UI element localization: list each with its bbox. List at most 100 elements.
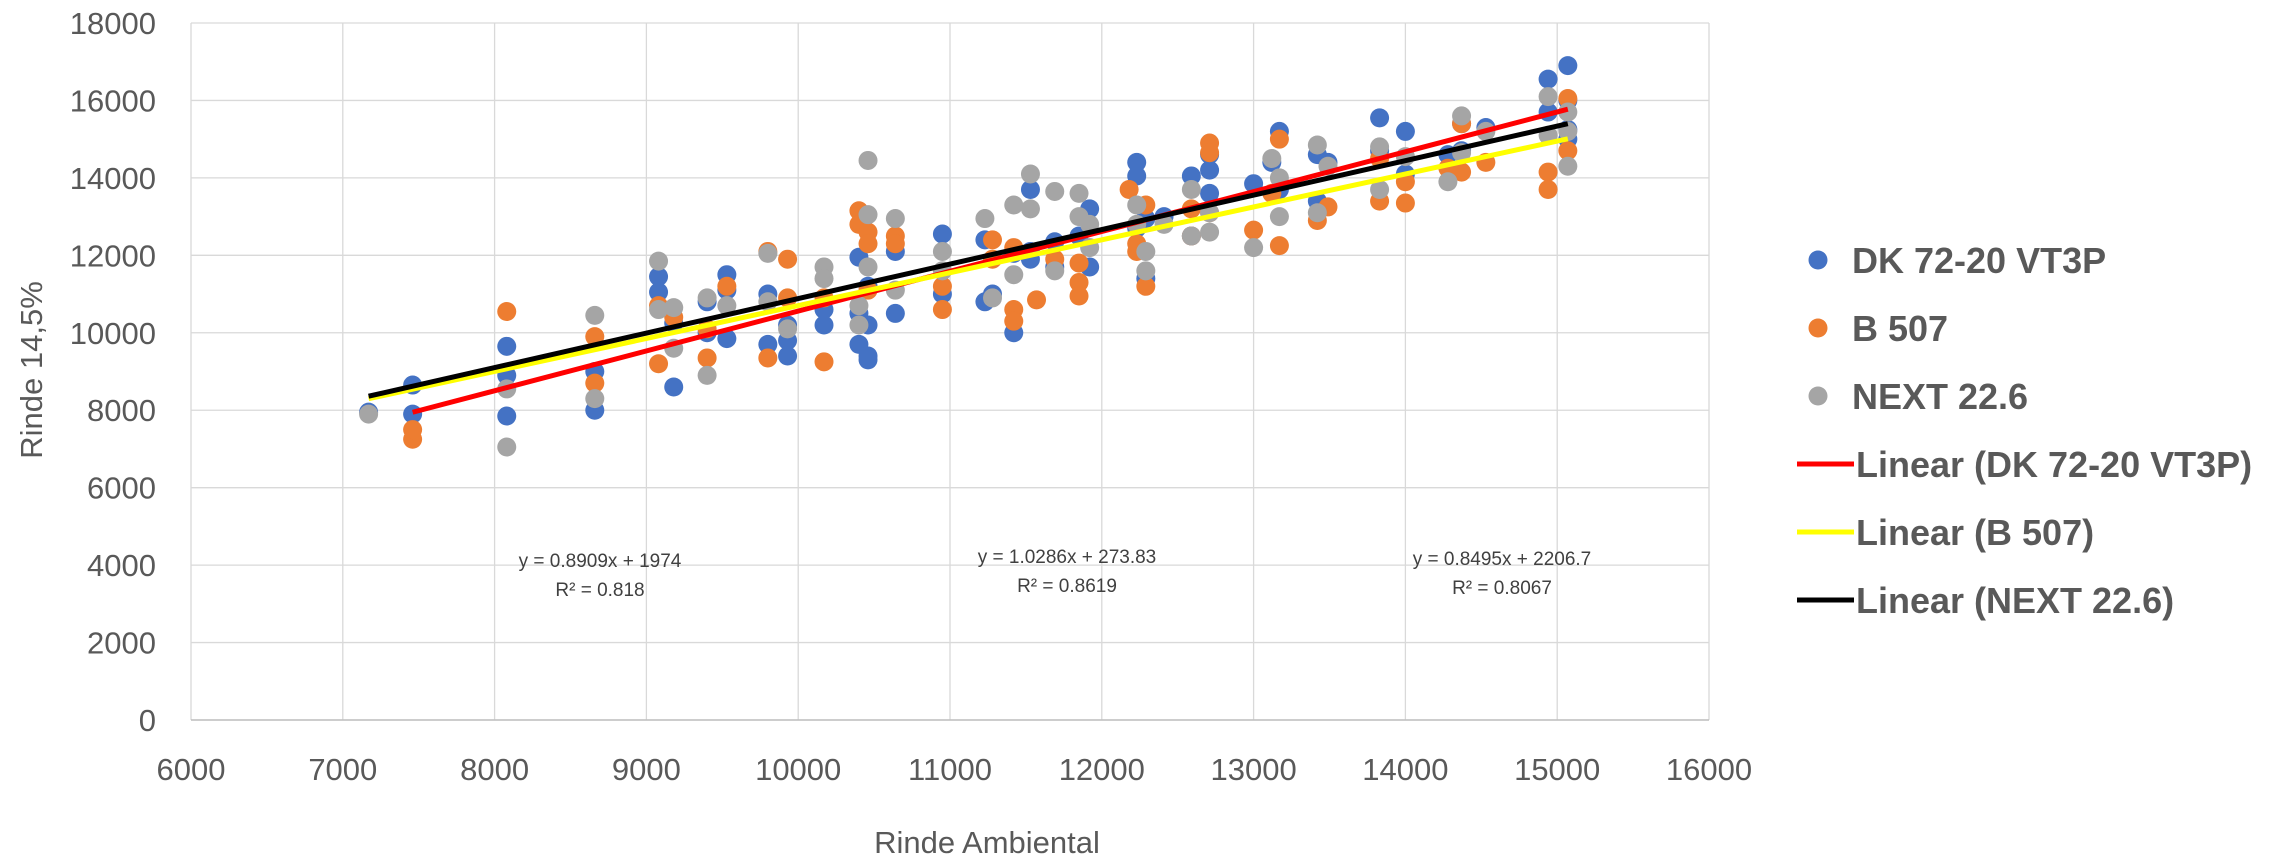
data-point [1119,180,1139,200]
data-point [858,346,878,366]
data-point [1558,141,1578,161]
data-point [1558,156,1578,176]
x-tick-label: 11000 [908,752,992,787]
data-point [1045,261,1065,281]
data-point [1262,149,1282,169]
data-point [1045,181,1065,201]
y-axis-ticks: 0 2000 4000 6000 8000 10000 12000 14000 16000 180… [70,6,156,738]
data-point [649,251,669,271]
data-point [1004,311,1024,331]
legend-item-trendline-3: Linear (NEXT 22.6) [1797,580,2174,621]
data-point [717,296,737,316]
data-point [1200,222,1220,242]
data-point [1558,56,1578,76]
trendline-r2: R² = 0.8067 [1452,578,1552,599]
trendlines [368,106,1569,415]
data-point [1538,87,1558,107]
data-point [758,334,778,354]
legend-marker [1808,318,1828,338]
data-point [814,315,834,335]
x-tick-label: 12000 [1059,752,1145,787]
data-point [1558,89,1578,109]
data-point [1538,162,1558,182]
data-point [1069,253,1089,273]
data-point [1370,137,1390,157]
data-point [778,319,798,339]
data-point [885,234,905,254]
data-point [885,303,905,323]
x-tick-label: 15000 [1514,752,1600,787]
trendline-equations: y = 1.0286x + 273.83 R² = 0.8619 y = 0.849… [519,547,1592,601]
data-point [814,269,834,289]
data-point [497,301,517,321]
data-point [885,209,905,229]
data-point [1395,193,1415,213]
data-point [664,298,684,318]
data-point [1136,241,1156,261]
y-tick-label: 8000 [87,393,156,428]
x-tick-label: 8000 [460,752,529,787]
series-2-points [403,89,1578,449]
data-point [1200,143,1220,163]
data-point [359,404,379,424]
data-point [858,150,878,170]
data-point [1438,172,1458,192]
legend-label: B 507 [1852,308,1948,349]
data-point [1181,226,1201,246]
data-point [1269,236,1289,256]
data-point [1370,180,1390,200]
legend-label: Linear (DK 72-20 VT3P) [1856,444,2252,485]
data-points [359,56,1578,457]
data-point [983,288,1003,308]
data-point [1020,180,1040,200]
data-point [932,276,952,296]
data-point [649,300,669,320]
data-point [697,365,717,385]
legend-marker [1808,386,1828,406]
legend-label: NEXT 22.6 [1852,376,2028,417]
legend-item-trendline-2: Linear (B 507) [1797,512,2094,553]
data-point [1370,108,1390,128]
data-point [717,276,737,296]
data-point [1307,203,1327,223]
trendline-1 [411,106,1569,415]
data-point [585,305,605,325]
data-point [1452,162,1472,182]
trendline-equation: y = 0.8495x + 2206.7 [1413,549,1592,570]
data-point [814,352,834,372]
y-tick-label: 0 [139,703,156,738]
legend-label: Linear (NEXT 22.6) [1856,580,2174,621]
data-point [497,406,517,426]
data-point [778,249,798,269]
data-point [497,336,517,356]
data-point [1269,207,1289,227]
y-axis-title: Rinde 14,5% [14,281,49,459]
data-point [1558,102,1578,122]
x-tick-label: 9000 [612,752,681,787]
trendline-r2: R² = 0.818 [555,580,644,601]
data-point [858,205,878,225]
data-point [1538,69,1558,89]
data-point [717,329,737,349]
data-point [664,377,684,397]
x-tick-label: 16000 [1666,752,1752,787]
data-point [932,241,952,261]
data-point [1244,238,1264,258]
data-point [1269,129,1289,149]
data-point [858,257,878,277]
data-point [649,282,669,302]
trendline-r2: R² = 0.8619 [1017,576,1117,597]
data-point [585,373,605,393]
data-point [758,348,778,368]
data-point [778,346,798,366]
y-tick-label: 16000 [70,83,156,118]
data-point [1307,135,1327,155]
legend-item-trendline-1: Linear (DK 72-20 VT3P) [1797,444,2252,485]
data-point [1020,164,1040,184]
data-point [497,437,517,457]
data-point [649,267,669,287]
trendline-2 [368,136,1569,402]
data-point [975,209,995,229]
